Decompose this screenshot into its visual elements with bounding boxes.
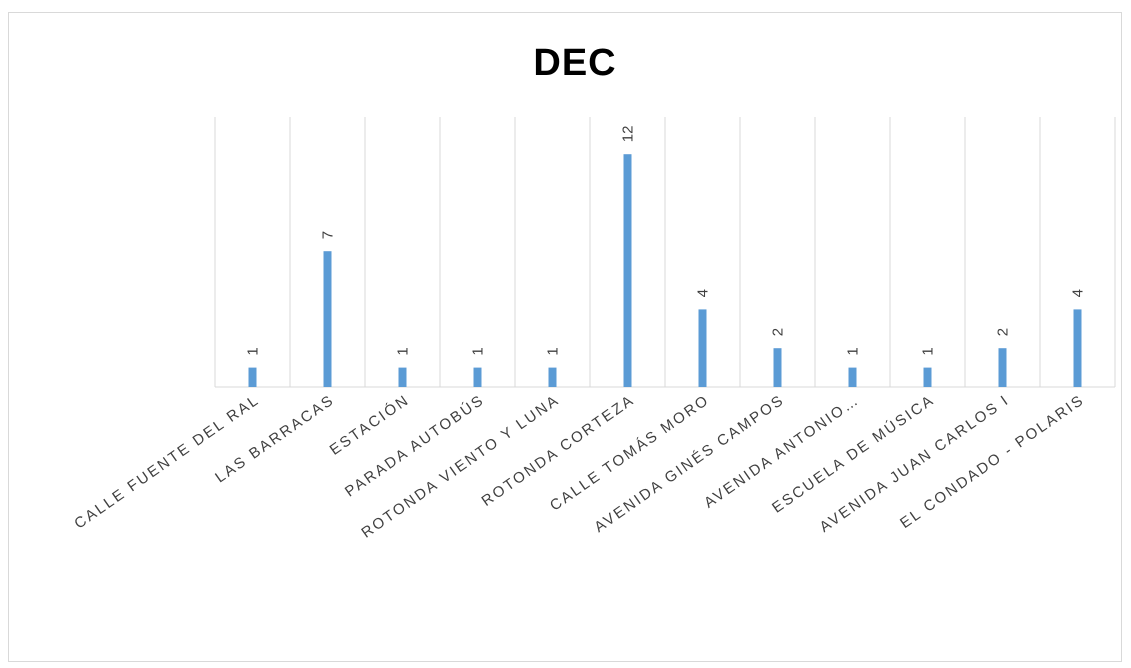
bar [623,154,632,387]
bar [1073,309,1082,387]
data-label: 1 [545,347,562,355]
chart-title: DEC [533,42,616,84]
category-label: PARADA AUTOBÚS [342,391,488,500]
data-label: 12 [620,126,637,143]
data-label: 1 [845,347,862,355]
bar [923,367,932,387]
data-label: 1 [245,347,262,355]
bar [698,309,707,387]
bar [548,367,557,387]
data-label: 1 [470,347,487,355]
chart-bars [248,154,1082,387]
data-label: 2 [770,328,787,336]
data-label: 7 [320,231,337,239]
data-label: 4 [695,289,712,297]
bar [773,348,782,387]
chart-gridlines [214,117,1116,388]
bar [998,348,1007,387]
bar [398,367,407,387]
data-label: 4 [1070,289,1087,297]
chart-frame [8,12,1122,662]
data-label: 1 [395,347,412,355]
bar [248,367,257,387]
bar [473,367,482,387]
data-label: 1 [920,347,937,355]
bar [323,251,332,387]
data-label: 2 [995,328,1012,336]
bar [848,367,857,387]
